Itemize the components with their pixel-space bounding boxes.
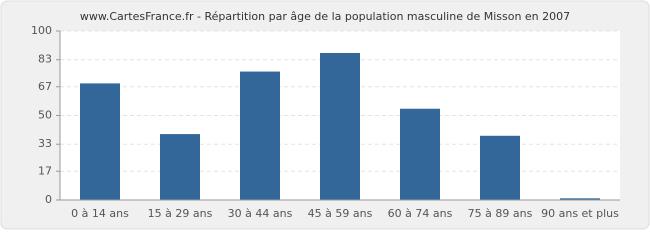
chart: www.CartesFrance.fr - Répartition par âg… bbox=[0, 0, 650, 230]
y-tick-label: 33 bbox=[38, 137, 52, 150]
x-tick-label: 0 à 14 ans bbox=[71, 207, 129, 220]
y-tick-label: 100 bbox=[31, 24, 52, 37]
x-tick-label: 15 à 29 ans bbox=[148, 207, 213, 220]
bar bbox=[400, 108, 440, 200]
x-tick-label: 45 à 59 ans bbox=[308, 207, 373, 220]
y-tick-label: 50 bbox=[38, 109, 52, 122]
x-tick-label: 90 ans et plus bbox=[541, 207, 619, 220]
x-tick-label: 60 à 74 ans bbox=[388, 207, 453, 220]
y-tick-label: 67 bbox=[38, 80, 52, 93]
bar bbox=[480, 135, 520, 200]
y-tick-label: 0 bbox=[45, 193, 52, 206]
y-tick-label: 17 bbox=[38, 164, 52, 177]
chart-title: www.CartesFrance.fr - Répartition par âg… bbox=[80, 10, 570, 23]
x-tick-label: 75 à 89 ans bbox=[468, 207, 533, 220]
x-tick-label: 30 à 44 ans bbox=[228, 207, 293, 220]
bar bbox=[240, 71, 280, 200]
y-tick-label: 83 bbox=[38, 53, 52, 66]
bar bbox=[160, 134, 200, 200]
bar bbox=[320, 52, 360, 200]
bar bbox=[560, 198, 600, 200]
bar bbox=[80, 83, 120, 200]
